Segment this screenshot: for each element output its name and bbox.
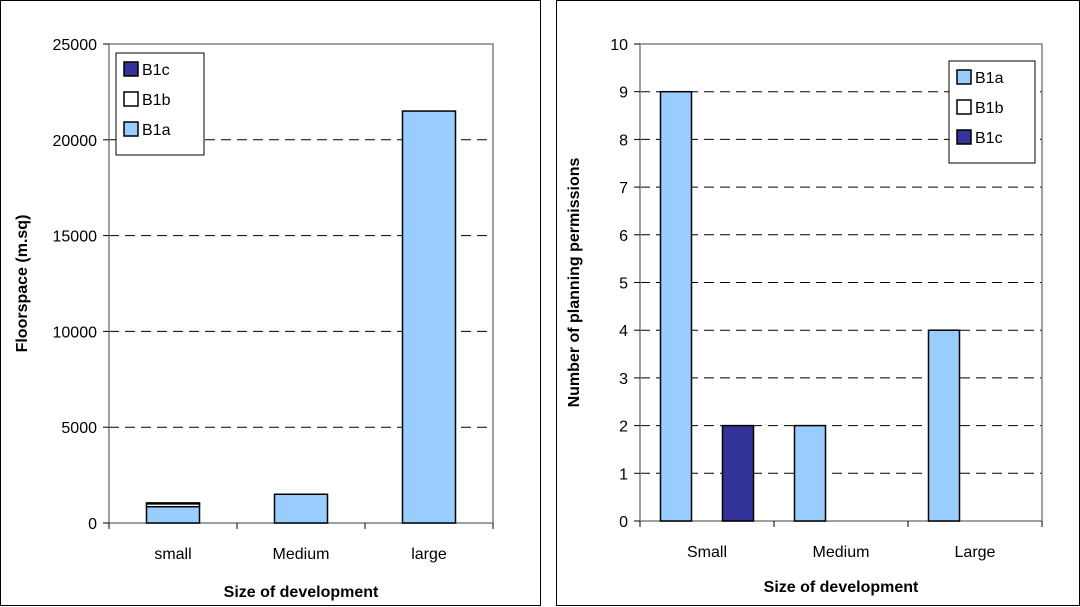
y-tick-label: 8	[619, 132, 628, 149]
permissions-chart-panel: 0 1 2 3 4 5 6 7 8 9 10 Small Medium Large Size of deve…	[556, 0, 1080, 606]
bar-b1a-large	[927, 329, 961, 522]
y-tick-label: 20000	[53, 133, 98, 150]
legend-label-b1a: B1a	[975, 70, 1004, 87]
legend-label-b1b: B1b	[975, 100, 1004, 117]
bar-b1a-medium	[793, 424, 827, 522]
bar-b1c-small	[145, 502, 201, 505]
legend-swatch-b1b	[956, 99, 972, 115]
floorspace-chart: 0 5000 10000 15000 20000 25000 small Medium larg…	[14, 37, 494, 601]
y-tick-label: 5000	[61, 420, 97, 437]
y-tick-label: 10000	[53, 324, 98, 341]
legend-label-b1a: B1a	[142, 122, 171, 139]
y-tick-label: 0	[88, 516, 97, 533]
x-tick-label-small: small	[154, 546, 191, 563]
legend-label-b1c: B1c	[975, 130, 1003, 147]
y-tick-label: 5	[619, 276, 628, 293]
y-tick-label: 6	[619, 228, 628, 245]
x-axis-title: Size of development	[224, 584, 379, 601]
legend-label-b1c: B1c	[142, 62, 170, 79]
x-tick-label-large: large	[411, 546, 447, 563]
legend-swatch-b1a	[956, 69, 972, 85]
x-tick-label-medium: Medium	[273, 546, 330, 563]
y-tick-label: 9	[619, 85, 628, 102]
legend-swatch-b1b	[123, 91, 139, 107]
y-tick-label: 3	[619, 371, 628, 388]
y-tick-label: 4	[619, 323, 628, 340]
floorspace-chart-panel: 0 5000 10000 15000 20000 25000 small Medium larg…	[0, 0, 541, 606]
y-tick-label: 0	[619, 514, 628, 531]
y-tick-label: 7	[619, 180, 628, 197]
y-tick-label: 1	[619, 466, 628, 483]
y-axis-title: Number of planning permissions	[566, 158, 583, 408]
y-tick-label: 2	[619, 419, 628, 436]
bar-b1a-small	[659, 90, 693, 522]
x-tick-label-small: Small	[687, 544, 727, 561]
permissions-chart: 0 1 2 3 4 5 6 7 8 9 10 Small Medium Large Size of deve…	[566, 37, 1043, 596]
y-tick-label: 25000	[53, 37, 98, 54]
legend-swatch-b1c	[956, 129, 972, 145]
bar-b1c-small	[721, 424, 755, 522]
legend-label-b1b: B1b	[142, 92, 171, 109]
x-tick-label-large: Large	[955, 544, 996, 561]
y-axis-title: Floorspace (m.sq)	[14, 215, 31, 353]
y-tick-label: 15000	[53, 229, 98, 246]
bar-b1a-medium	[273, 493, 329, 524]
y-tick-label: 10	[610, 37, 628, 54]
legend-swatch-b1a	[123, 121, 139, 137]
legend-swatch-b1c	[123, 61, 139, 77]
x-axis-title: Size of development	[764, 579, 919, 596]
x-tick-label-medium: Medium	[813, 544, 870, 561]
bar-b1a-large	[401, 110, 457, 524]
bar-b1a-small	[145, 505, 201, 524]
